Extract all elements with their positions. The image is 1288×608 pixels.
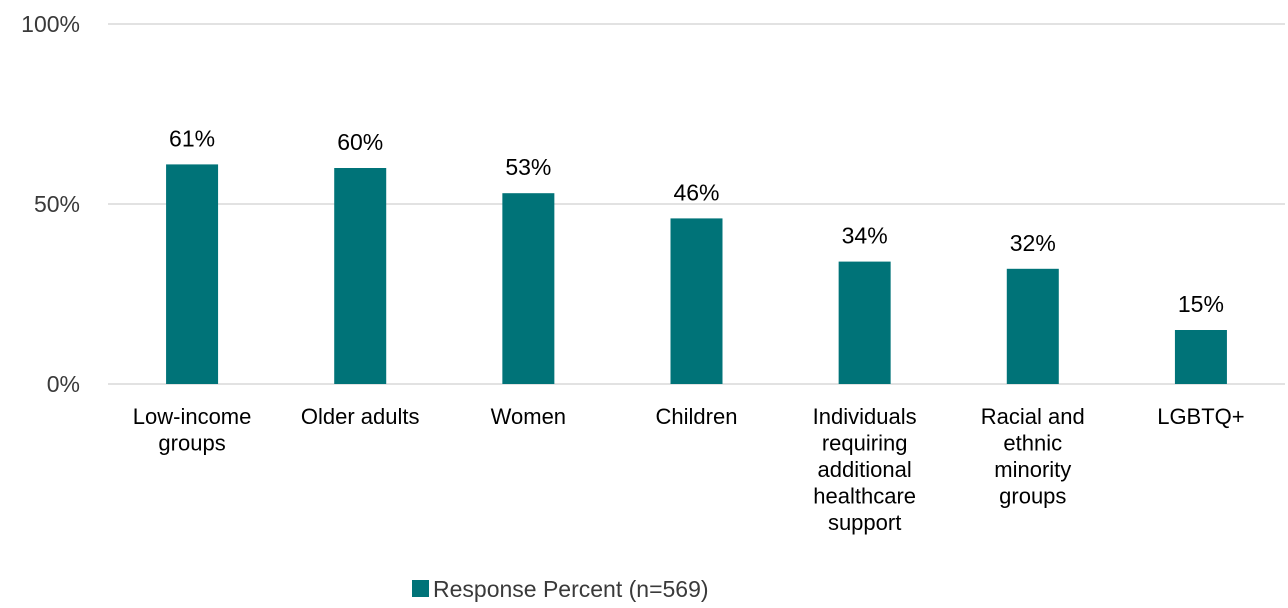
category-label: groups — [158, 431, 225, 456]
data-label: 15% — [1178, 291, 1224, 317]
legend-label: Response Percent (n=569) — [433, 576, 709, 602]
bar — [1174, 330, 1227, 384]
category-label: Children — [656, 404, 738, 429]
data-label: 60% — [337, 129, 383, 155]
category-label: requiring — [822, 431, 908, 456]
bars — [166, 164, 1227, 384]
bar — [670, 218, 723, 384]
data-labels: 61% 60% 53% 46% 34% 32% 15% — [169, 125, 1224, 317]
y-tick-label: 50% — [34, 191, 80, 217]
category-label: Older adults — [301, 404, 420, 429]
category-label: ethnic — [1003, 431, 1062, 456]
bar — [502, 193, 555, 384]
category-label: Individuals — [813, 404, 917, 429]
y-tick-label: 100% — [21, 11, 80, 37]
data-label: 53% — [505, 154, 551, 180]
category-label: additional — [818, 457, 912, 482]
data-label: 46% — [673, 179, 719, 205]
category-label: support — [828, 510, 901, 535]
bar — [166, 164, 219, 384]
category-label: Racial and — [981, 404, 1085, 429]
category-label: minority — [994, 457, 1071, 482]
data-label: 34% — [842, 223, 888, 249]
bar — [838, 261, 891, 384]
data-label: 61% — [169, 125, 215, 151]
bar — [334, 168, 387, 384]
legend-swatch — [412, 580, 429, 597]
category-label: Low-income — [133, 404, 252, 429]
bar — [1006, 268, 1059, 384]
category-label: LGBTQ+ — [1157, 404, 1244, 429]
category-label: Women — [491, 404, 566, 429]
y-tick-label: 0% — [47, 371, 80, 397]
category-label: healthcare — [813, 484, 916, 509]
data-label: 32% — [1010, 230, 1056, 256]
category-label: groups — [999, 484, 1066, 509]
legend: Response Percent (n=569) — [412, 576, 709, 602]
y-axis-ticks: 0% 50% 100% — [21, 11, 80, 397]
